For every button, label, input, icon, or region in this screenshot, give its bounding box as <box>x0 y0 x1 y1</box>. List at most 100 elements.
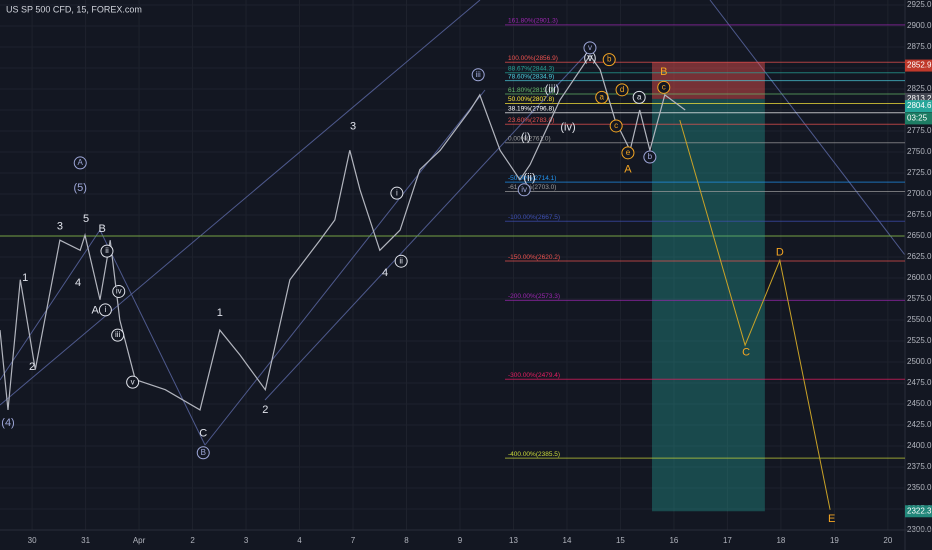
fib-label: -200.00%(2573.3) <box>508 293 560 300</box>
wave-label: 2 <box>262 404 268 416</box>
wave-label: 3 <box>57 221 63 233</box>
drawings <box>0 0 906 446</box>
y-tick-label: 2500.0 <box>907 357 932 366</box>
fib-label: 61.80%(2819.0) <box>508 87 554 94</box>
wave-label: iv <box>521 185 527 194</box>
x-tick-label: 13 <box>509 536 518 545</box>
wave-label: 4 <box>382 267 388 279</box>
wave-circle <box>609 119 623 133</box>
fib-label: 38.19%(2796.8) <box>508 105 554 112</box>
channel-line <box>0 0 481 406</box>
wave-label: (iii) <box>545 84 560 96</box>
price-badge-label: 2852.9 <box>907 61 932 70</box>
wave-label: a <box>600 93 605 102</box>
fib-label: -61.80%(2703.0) <box>508 184 556 191</box>
fib-label: -100.00%(2667.5) <box>508 214 560 221</box>
wave-label: 1 <box>217 307 223 319</box>
y-tick-label: 2575.0 <box>907 294 932 303</box>
y-tick-label: 2925.0 <box>907 0 932 9</box>
wave-circle <box>73 156 87 170</box>
wave-label: C <box>199 427 207 439</box>
y-tick-label: 2400.0 <box>907 441 932 450</box>
wave-circle <box>112 284 126 298</box>
y-tick-label: 2650.0 <box>907 231 932 240</box>
wave-label: i <box>396 188 398 197</box>
wave-circle <box>111 328 125 342</box>
wave-label: (4) <box>1 417 14 429</box>
wave-circle <box>657 80 671 94</box>
target-zone <box>652 98 765 512</box>
wave-label: iii <box>476 70 482 79</box>
wave-label: A <box>78 158 84 167</box>
price-line <box>0 54 686 411</box>
x-tick-label: 3 <box>244 536 249 545</box>
wave-label: c <box>614 121 618 130</box>
y-tick-label: 2875.0 <box>907 42 932 51</box>
x-tick-label: 9 <box>458 536 463 545</box>
wave-label: 3 <box>350 121 356 133</box>
wave-circle <box>595 90 609 104</box>
wave-label: B <box>660 66 667 78</box>
wave-label: c <box>662 82 666 91</box>
x-tick-label: 31 <box>81 536 90 545</box>
channel-line <box>709 0 906 256</box>
x-tick-label: Apr <box>133 536 146 545</box>
fib-label: 78.60%(2834.9) <box>508 73 554 80</box>
y-tick-label: 2600.0 <box>907 273 932 282</box>
y-tick-label: 2625.0 <box>907 252 932 261</box>
wave-circle <box>602 53 616 67</box>
wave-circle <box>615 83 629 97</box>
wave-circle <box>621 146 635 160</box>
price-badge-label: 2813.2 <box>907 94 932 103</box>
y-tick-label: 2900.0 <box>907 21 932 30</box>
fib-label: 88.67%(2844.3) <box>508 66 554 73</box>
wave-label: iii <box>115 330 121 339</box>
wave-circle <box>632 90 646 104</box>
wave-label: v <box>588 43 592 52</box>
price-badge-label: 03:25 <box>907 114 928 123</box>
wave-label: 2 <box>29 361 35 373</box>
wave-circle <box>583 41 597 55</box>
wave-line <box>0 229 101 381</box>
price-badge-label: 2322.3 <box>907 506 932 515</box>
x-tick-label: 8 <box>404 536 409 545</box>
wave-label: B <box>98 223 105 235</box>
wave-label: 5 <box>83 213 89 225</box>
fib-label: 161.80%(2901.3) <box>508 18 558 25</box>
x-tick-label: 2 <box>190 536 195 545</box>
fib-label: -150.00%(2620.2) <box>508 254 560 261</box>
wave-circle <box>126 375 140 389</box>
x-tick-label: 14 <box>563 536 572 545</box>
price-badge <box>905 100 932 113</box>
x-tick-label: 7 <box>351 536 356 545</box>
y-tick-label: 2475.0 <box>907 378 932 387</box>
wave-circle <box>390 186 404 200</box>
price-badge <box>905 59 932 72</box>
y-tick-label: 2775.0 <box>907 126 932 135</box>
wave-label: ii <box>399 256 403 265</box>
wave-circle <box>100 244 114 258</box>
y-tick-label: 2525.0 <box>907 336 932 345</box>
wave-label: ii <box>105 246 109 255</box>
wave-label: B <box>201 448 206 457</box>
wave-circle <box>98 303 112 317</box>
wave-line <box>99 229 206 446</box>
x-tick-label: 16 <box>669 536 678 545</box>
fib-label: 0.00%(2761.0) <box>508 135 551 142</box>
wave-label: v <box>131 377 135 386</box>
wave-circle <box>471 68 485 82</box>
wave-label: b <box>607 55 612 64</box>
x-tick-label: 17 <box>723 536 732 545</box>
wave-circle <box>643 150 657 164</box>
y-tick-label: 2750.0 <box>907 147 932 156</box>
wave-label: A <box>624 164 632 176</box>
wave-label: d <box>620 85 624 94</box>
wave-label: (5) <box>74 182 87 194</box>
y-tick-label: 2700.0 <box>907 189 932 198</box>
y-tick-label: 2550.0 <box>907 315 932 324</box>
wave-label: D <box>776 247 784 259</box>
y-tick-label: 2350.0 <box>907 483 932 492</box>
price-badge-label: 2804.6 <box>907 101 932 110</box>
